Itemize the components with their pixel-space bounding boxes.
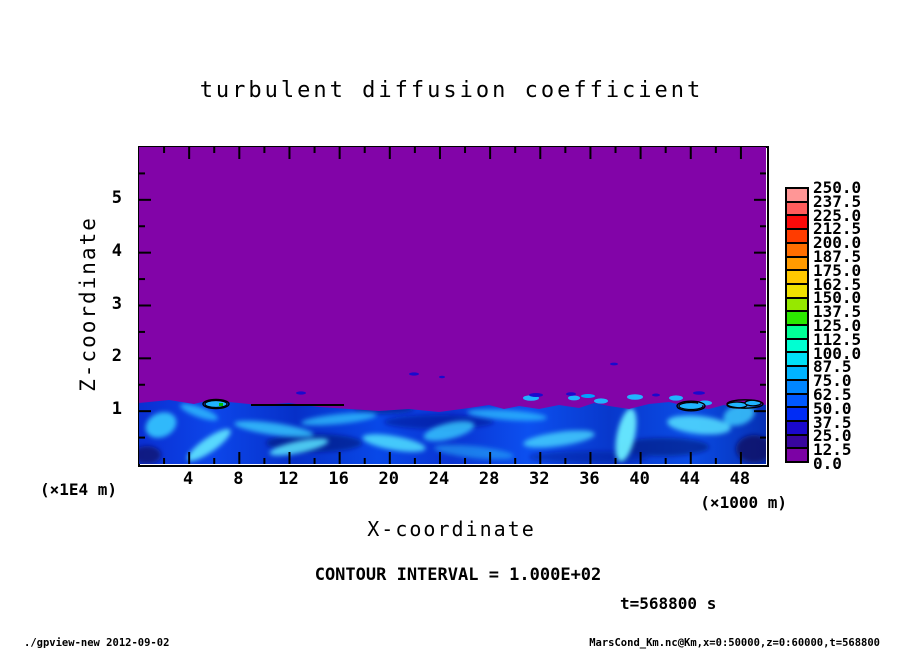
time-label: t=568800 s [620, 594, 717, 613]
command-footer: ./gpview-new 2012-09-02 [24, 637, 170, 649]
contour-plot [139, 147, 766, 464]
colorbar-level-label: 62.5 [813, 385, 852, 404]
colorbar [785, 187, 809, 464]
z-tick-label: 5 [111, 187, 122, 208]
colorbar-box [785, 447, 809, 464]
x-tick-label: 24 [428, 469, 450, 489]
turbulence-streaks [145, 403, 755, 462]
colorbar-level-label: 0.0 [813, 454, 842, 473]
z-tick-label: 2 [111, 346, 122, 367]
colorbar-level-label: 125.0 [813, 316, 862, 335]
colorbar-level-label: 75.0 [813, 371, 852, 391]
upper-specks [296, 362, 705, 398]
x-tick-label: 32 [529, 469, 550, 489]
x-tick-label: 12 [278, 469, 299, 489]
colorbar-level-label: 212.5 [813, 219, 862, 239]
colorbar-level-label: 12.5 [813, 440, 852, 460]
colorbar-level-label: 112.5 [813, 329, 862, 349]
x-tick-label: 16 [328, 469, 349, 489]
page-title: turbulent diffusion coefficient [199, 78, 704, 103]
x-tick-label: 28 [478, 469, 500, 489]
x-tick-label: 48 [729, 469, 751, 489]
colorbar-level-label: 200.0 [813, 233, 862, 253]
x-axis-unit: (×1000 m) [700, 493, 787, 512]
x-tick-label: 44 [679, 469, 700, 489]
z-tick-label: 3 [111, 293, 122, 314]
colorbar-level-label: 87.5 [813, 357, 852, 377]
dataset-footer: MarsCond_Km.nc@Km,x=0:50000,z=0:60000,t=… [589, 637, 880, 649]
contour-interval-note: CONTOUR INTERVAL = 1.000E+02 [314, 565, 602, 585]
x-tick-label: 36 [579, 469, 600, 489]
z-axis-unit: (×1E4 m) [40, 480, 118, 499]
colorbar-level-label: 187.5 [813, 247, 862, 266]
z-tick-label: 1 [111, 399, 122, 420]
colorbar-level-label: 162.5 [813, 274, 862, 294]
x-tick-label: 4 [183, 469, 194, 489]
colorbar-level-label: 50.0 [813, 398, 852, 418]
x-tick-label: 8 [233, 469, 244, 489]
contour-lines [202, 398, 764, 412]
z-tick-label: 4 [111, 240, 122, 261]
x-tick-label: 40 [629, 469, 650, 489]
colorbar-level-label: 150.0 [813, 288, 862, 308]
colorbar-level-label: 225.0 [813, 205, 862, 225]
x-axis-label: X-coordinate [367, 517, 536, 541]
x-tick-label: 20 [378, 469, 400, 489]
colorbar-level-label: 37.5 [813, 412, 852, 432]
colorbar-level-label: 237.5 [813, 191, 862, 211]
colorbar-level-label: 137.5 [813, 302, 862, 322]
colorbar-level-label: 25.0 [813, 426, 852, 446]
colorbar-level-label: 250.0 [813, 178, 862, 197]
colorbar-level-label: 100.0 [813, 343, 862, 363]
axis-ticks [139, 147, 766, 464]
colorbar-level-label: 175.0 [813, 260, 862, 280]
